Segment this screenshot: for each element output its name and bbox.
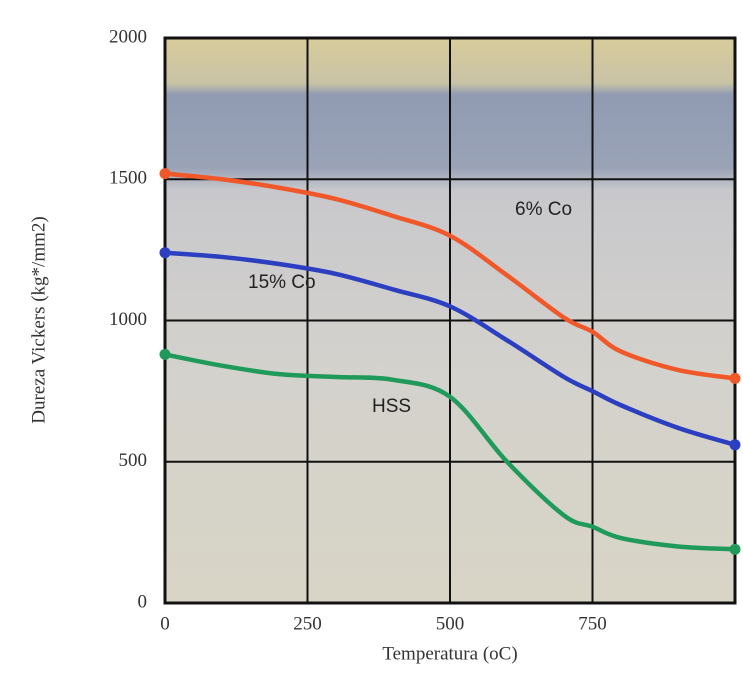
end-marker bbox=[160, 168, 171, 179]
y-tick-label: 500 bbox=[119, 450, 148, 471]
end-marker bbox=[730, 373, 741, 384]
end-marker bbox=[730, 544, 741, 555]
y-tick-label: 1500 bbox=[109, 168, 147, 189]
x-tick-label: 750 bbox=[578, 613, 607, 634]
end-marker bbox=[160, 247, 171, 258]
y-tick-label: 2000 bbox=[109, 26, 147, 47]
end-marker bbox=[730, 439, 741, 450]
end-marker bbox=[160, 349, 171, 360]
series-label: 6% Co bbox=[515, 199, 572, 220]
y-axis-title: Dureza Vickers (kg*/mm2) bbox=[28, 216, 49, 423]
chart: Temperatura (oC) Dureza Vickers (kg*/mm2… bbox=[0, 0, 743, 679]
x-tick-label: 500 bbox=[436, 613, 465, 634]
series-label: HSS bbox=[372, 396, 411, 417]
x-axis-title: Temperatura (oC) bbox=[382, 643, 517, 664]
x-tick-label: 0 bbox=[160, 613, 170, 634]
x-tick-label: 250 bbox=[293, 613, 322, 634]
series-label: 15% Co bbox=[248, 272, 316, 293]
y-tick-label: 1000 bbox=[109, 309, 147, 330]
y-tick-label: 0 bbox=[138, 591, 148, 612]
